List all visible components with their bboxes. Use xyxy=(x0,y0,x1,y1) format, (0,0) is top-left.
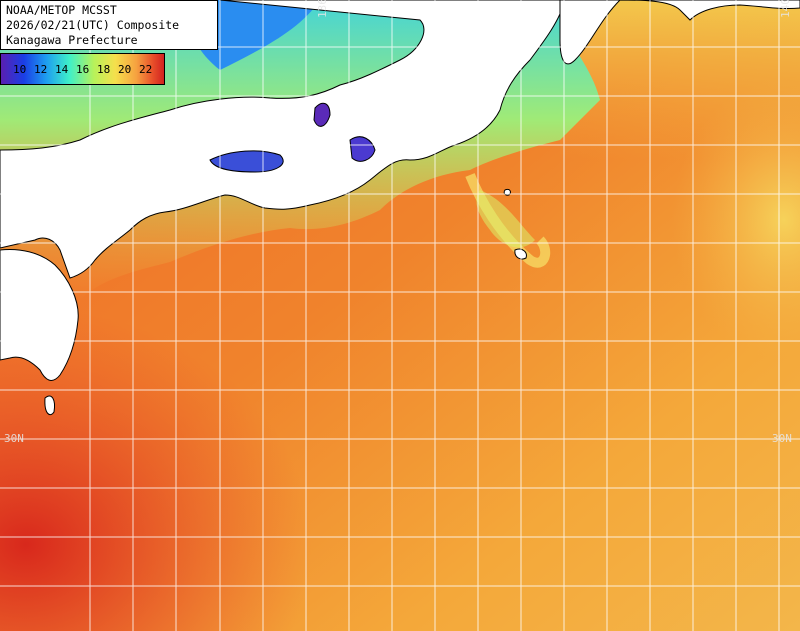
legend-tick: 20 xyxy=(118,63,132,76)
legend-tick: 10 xyxy=(13,63,27,76)
title-line-3: Kanagawa Prefecture xyxy=(6,33,138,47)
inland-sea xyxy=(209,150,284,173)
legend-tick: 16 xyxy=(76,63,90,76)
land-kyushu xyxy=(0,249,79,381)
map-title-box: NOAA/METOP MCSST 2026/02/21(UTC) Composi… xyxy=(0,0,218,50)
latitude-label-30n-right: 30N xyxy=(772,432,792,445)
legend-color-bar xyxy=(1,54,164,84)
longitude-label-140e: 140E xyxy=(779,0,792,18)
legend-labels: 10 12 14 16 18 20 22 xyxy=(13,63,160,76)
green-eddy xyxy=(476,190,535,248)
osaka-bay xyxy=(313,102,331,127)
land-kanto xyxy=(559,0,800,65)
latitude-label-30n-left: 30N xyxy=(4,432,24,445)
temperature-legend: 10 12 14 16 18 20 22 xyxy=(0,53,165,85)
legend-tick: 18 xyxy=(97,63,111,76)
ise-bay xyxy=(349,136,376,162)
land-honshu-shikoku xyxy=(0,0,566,279)
longitude-label-136e: 136E xyxy=(316,0,329,18)
northeast-water xyxy=(560,0,800,160)
tanegashima-island xyxy=(44,395,55,416)
legend-tick: 14 xyxy=(55,63,69,76)
legend-tick: 22 xyxy=(139,63,153,76)
title-line-1: NOAA/METOP MCSST xyxy=(6,3,117,17)
legend-tick: 12 xyxy=(34,63,48,76)
title-line-2: 2026/02/21(UTC) Composite xyxy=(6,18,180,32)
